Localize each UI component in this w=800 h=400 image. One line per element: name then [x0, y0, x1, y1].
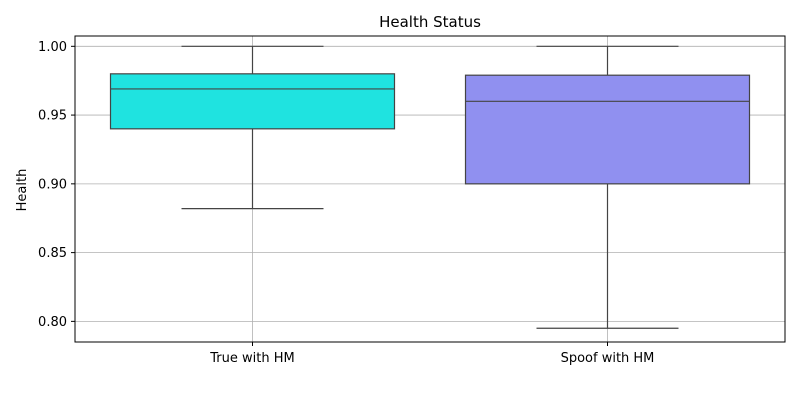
box-group [109, 45, 396, 210]
y-axis-ticks: 0.80 0.85 0.90 0.95 1.00 [38, 40, 75, 330]
box-iqr [464, 74, 751, 185]
box-series [109, 45, 751, 329]
y-axis-label: Health [15, 169, 30, 212]
x-axis-ticks: True with HM Spoof with HM [209, 342, 654, 366]
box-iqr [109, 73, 396, 130]
x-tick-label: Spoof with HM [561, 351, 655, 366]
y-tick-label: 0.95 [38, 109, 67, 124]
y-tick-label: 0.80 [38, 315, 67, 330]
plot-frame [74, 35, 786, 343]
y-tick-label: 0.85 [38, 246, 67, 261]
box-group [464, 45, 751, 329]
y-tick-label: 1.00 [38, 40, 67, 55]
chart-title: Health Status [379, 13, 481, 31]
x-tick-label: True with HM [209, 351, 294, 366]
y-tick-label: 0.90 [38, 177, 67, 192]
